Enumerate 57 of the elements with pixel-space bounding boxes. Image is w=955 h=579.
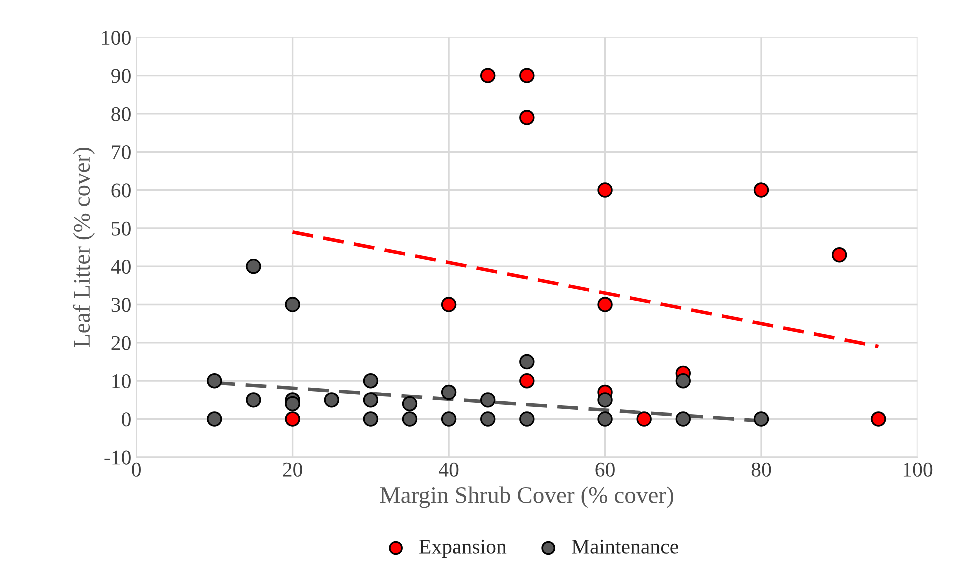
point bbox=[285, 412, 300, 427]
point bbox=[520, 68, 535, 84]
x-tick-label: 60 bbox=[596, 462, 615, 477]
y-tick-label: 40 bbox=[111, 260, 131, 274]
point bbox=[363, 392, 379, 408]
y-tick-label: 60 bbox=[112, 184, 131, 198]
point bbox=[754, 412, 770, 427]
y-tick-label: 50 bbox=[112, 222, 131, 236]
point bbox=[480, 412, 496, 427]
y-tick-label: 70 bbox=[112, 145, 131, 160]
point bbox=[246, 259, 262, 274]
point bbox=[363, 412, 379, 427]
y-tick-label: 30 bbox=[112, 298, 131, 312]
point bbox=[520, 412, 535, 427]
y-tick-label: -10 bbox=[104, 450, 131, 465]
point bbox=[363, 373, 379, 389]
y-tick-label: 90 bbox=[112, 69, 131, 84]
point bbox=[324, 392, 340, 408]
x-tick-label: 80 bbox=[752, 462, 772, 477]
x-tick-label: 100 bbox=[904, 462, 933, 477]
point bbox=[441, 297, 457, 312]
point bbox=[520, 373, 535, 389]
point bbox=[676, 373, 691, 389]
x-axis-title: Margin Shrub Cover (% cover) bbox=[380, 486, 674, 508]
point bbox=[754, 182, 770, 198]
point bbox=[441, 384, 457, 400]
point bbox=[246, 392, 262, 408]
point bbox=[207, 412, 222, 427]
legend-label: Expansion bbox=[420, 540, 507, 558]
point bbox=[285, 396, 300, 412]
point bbox=[480, 392, 496, 408]
x-tick-label: 20 bbox=[283, 462, 302, 477]
y-tick-label: 100 bbox=[102, 31, 131, 46]
point bbox=[285, 297, 300, 312]
point bbox=[520, 110, 535, 126]
point bbox=[402, 396, 418, 412]
x-tick-label: 40 bbox=[439, 462, 459, 477]
point bbox=[480, 68, 496, 84]
legend-label: Maintenance bbox=[572, 540, 678, 554]
point bbox=[598, 297, 613, 312]
point bbox=[207, 373, 222, 389]
y-tick-label: 80 bbox=[112, 107, 131, 122]
point bbox=[598, 182, 613, 198]
x-tick-label: 0 bbox=[132, 462, 141, 477]
y-tick-label: 10 bbox=[112, 374, 131, 389]
y-axis-title: Leaf Litter (% cover) bbox=[73, 148, 95, 348]
point bbox=[832, 248, 848, 263]
point bbox=[636, 412, 652, 427]
point bbox=[402, 412, 418, 427]
point bbox=[441, 412, 457, 427]
point bbox=[598, 412, 613, 427]
y-tick-label: 0 bbox=[122, 412, 131, 427]
point bbox=[871, 412, 886, 427]
point bbox=[598, 392, 613, 408]
y-tick-label: 20 bbox=[112, 336, 131, 350]
point bbox=[520, 354, 535, 370]
point bbox=[676, 412, 691, 427]
